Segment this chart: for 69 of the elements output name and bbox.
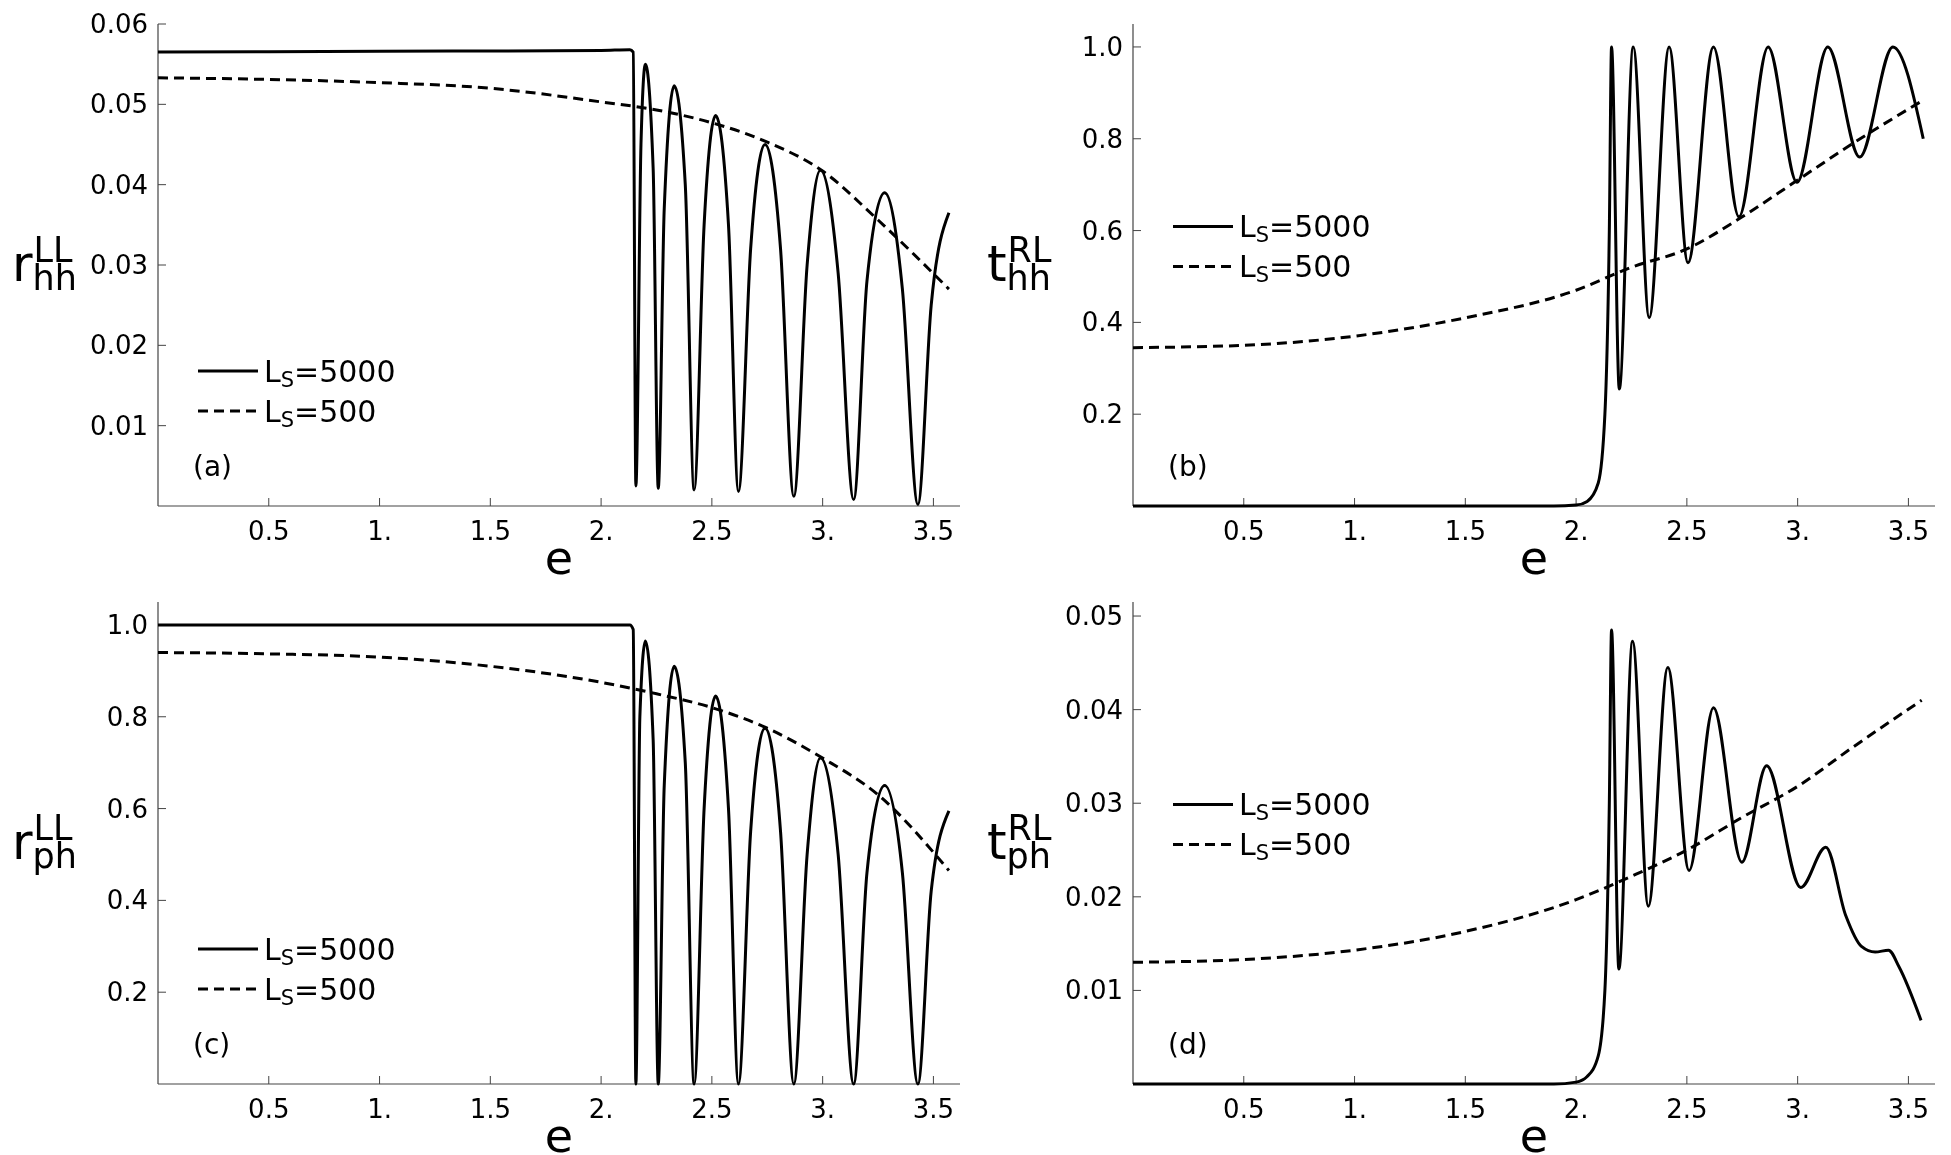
y-tick-label: 0.03 xyxy=(1065,788,1123,819)
legend-label: L$_{S}$=500 xyxy=(264,972,377,1011)
x-tick-label: 2. xyxy=(1563,1094,1589,1124)
x-tick-label: 1.5 xyxy=(1444,1094,1486,1124)
y-tick-label: 0.4 xyxy=(106,885,148,916)
x-tick-label: 0.5 xyxy=(1223,516,1265,546)
annotation: (c) xyxy=(193,1028,231,1061)
x-tick-label: 1. xyxy=(1342,1094,1367,1124)
legend-label: L$_{S}$=500 xyxy=(1239,249,1352,288)
legend-label: L$_{S}$=500 xyxy=(264,394,377,433)
annotation: (a) xyxy=(193,450,233,483)
x-tick-label: 3. xyxy=(810,516,836,546)
y-tick-label: 0.06 xyxy=(90,9,148,39)
x-tick-label: 2.5 xyxy=(1666,1094,1708,1124)
legend-label: L$_{S}$=500 xyxy=(1239,827,1352,866)
y-tick-label: 0.01 xyxy=(90,410,148,441)
x-tick-label: 3.5 xyxy=(912,1094,955,1124)
x-tick-label: 3.5 xyxy=(1887,516,1930,546)
x-tick-label: 2. xyxy=(588,1094,614,1124)
x-tick-label: 1.5 xyxy=(469,516,511,546)
y-tick-label: 0.05 xyxy=(1065,601,1123,632)
y-tick-label: 0.8 xyxy=(1081,123,1123,154)
x-axis-title: e xyxy=(1519,531,1549,585)
y-tick-label: 0.04 xyxy=(90,169,148,200)
x-tick-label: 3.5 xyxy=(912,516,955,546)
y-tick-label: 0.02 xyxy=(1065,881,1123,912)
x-tick-label: 2. xyxy=(1563,516,1589,546)
y-tick-label: 0.04 xyxy=(1065,694,1123,725)
x-tick-label: 2. xyxy=(588,516,614,546)
x-tick-label: 0.5 xyxy=(1223,1094,1265,1124)
x-axis-title: e xyxy=(544,1109,574,1155)
y-tick-label: 0.05 xyxy=(90,89,148,120)
y-tick-label: 1.0 xyxy=(1081,31,1123,62)
x-tick-label: 3. xyxy=(1785,1094,1811,1124)
y-tick-label: 0.2 xyxy=(106,977,148,1008)
y-tick-label: 0.02 xyxy=(90,330,148,361)
legend-label: L$_{S}$=5000 xyxy=(1239,787,1371,826)
y-tick-label: 0.4 xyxy=(1081,307,1123,338)
line-series xyxy=(156,48,951,506)
x-tick-label: 2.5 xyxy=(691,516,733,546)
line-series xyxy=(1131,628,1923,1086)
x-tick-label: 0.5 xyxy=(248,1094,290,1124)
y-tick-label: 0.03 xyxy=(90,250,148,280)
y-tick-label: 0.2 xyxy=(1081,399,1123,430)
x-axis-title: e xyxy=(544,531,574,585)
x-tick-label: 3. xyxy=(1785,516,1811,546)
x-tick-label: 0.5 xyxy=(248,516,290,546)
x-tick-label: 1. xyxy=(1342,516,1367,546)
y-tick-label: 0.01 xyxy=(1065,975,1123,1006)
y-tick-label: 0.6 xyxy=(1081,215,1123,246)
x-tick-label: 2.5 xyxy=(1666,516,1708,546)
legend-label: L$_{S}$=5000 xyxy=(1239,209,1371,248)
x-tick-label: 2.5 xyxy=(691,1094,733,1124)
x-tick-label: 3. xyxy=(810,1094,836,1124)
y-tick-label: 0.8 xyxy=(106,701,148,732)
legend-label: L$_{S}$=5000 xyxy=(264,932,396,971)
line-series xyxy=(156,623,951,1086)
x-axis-title: e xyxy=(1519,1109,1549,1155)
y-tick-label: 1.0 xyxy=(106,609,148,640)
legend-label: L$_{S}$=5000 xyxy=(264,354,396,393)
annotation: (b) xyxy=(1168,450,1208,483)
y-tick-label: 0.6 xyxy=(106,793,148,824)
x-tick-label: 1. xyxy=(367,1094,392,1124)
x-tick-label: 1.5 xyxy=(1444,516,1486,546)
line-series xyxy=(1131,45,1925,508)
x-tick-label: 1.5 xyxy=(469,1094,511,1124)
annotation: (d) xyxy=(1168,1028,1208,1061)
x-tick-label: 3.5 xyxy=(1887,1094,1930,1124)
x-tick-label: 1. xyxy=(367,516,392,546)
